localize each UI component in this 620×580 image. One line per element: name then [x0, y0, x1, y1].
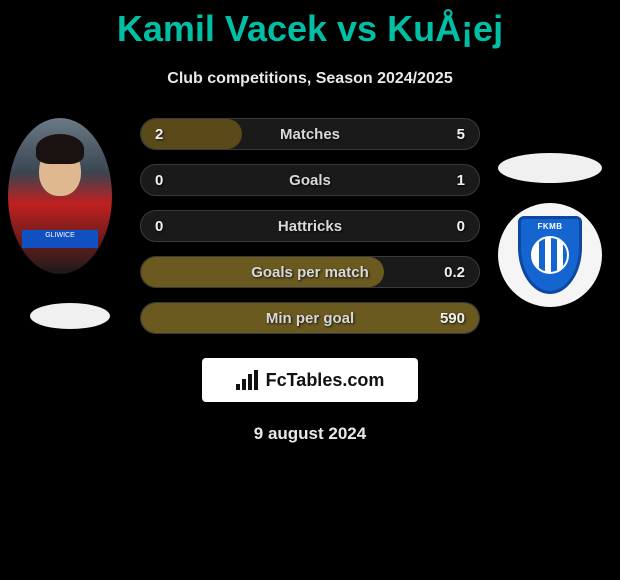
stat-row: 0Goals1 [140, 164, 480, 196]
stat-row: Min per goal590 [140, 302, 480, 334]
subtitle: Club competitions, Season 2024/2025 [0, 70, 620, 88]
club-left-badge [30, 303, 110, 329]
club-right-badge: FKMB [498, 203, 602, 307]
stats-list: 2Matches5 0Goals1 0Hattricks0 Goals per mat… [140, 118, 480, 334]
stat-row: 2Matches5 [140, 118, 480, 150]
player-left-avatar: GLIWICE [8, 118, 112, 274]
stat-value-right: 1 [425, 172, 465, 189]
comparison-area: GLIWICE FKMB 2Matches5 0Goals1 0Hattricks0… [0, 118, 620, 334]
date-label: 9 august 2024 [0, 424, 620, 444]
stat-value-right: 5 [425, 126, 465, 143]
stat-row: Goals per match0.2 [140, 256, 480, 288]
stat-value-right: 0 [425, 218, 465, 235]
player-left-jersey-label: GLIWICE [22, 230, 98, 248]
club-crest-icon: FKMB [518, 216, 582, 294]
club-crest-text: FKMB [521, 222, 579, 231]
club-crest-stripes-icon [531, 236, 569, 274]
stat-value-right: 0.2 [425, 264, 465, 281]
stat-value-right: 590 [425, 310, 465, 327]
page-title: Kamil Vacek vs KuÅ¡ej [0, 0, 620, 50]
watermark: FcTables.com [202, 358, 418, 402]
bar-chart-icon [236, 370, 260, 390]
stat-row: 0Hattricks0 [140, 210, 480, 242]
watermark-text: FcTables.com [266, 370, 385, 391]
player-right-avatar [498, 153, 602, 183]
